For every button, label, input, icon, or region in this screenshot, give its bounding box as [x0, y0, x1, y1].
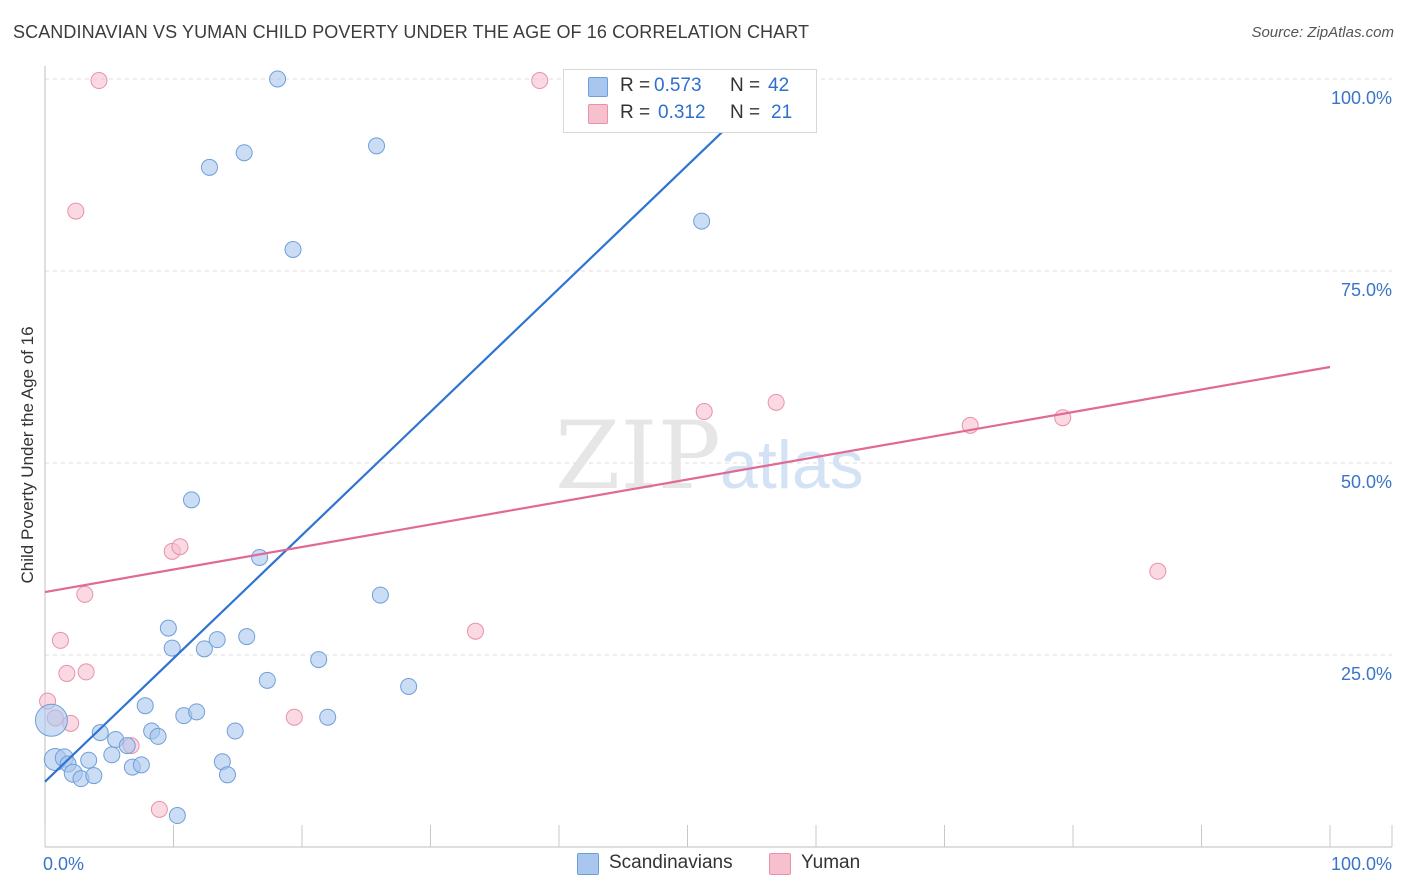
yuman-point — [150, 800, 168, 818]
scandinavian-point — [235, 144, 253, 162]
source-label: Source: ZipAtlas.com — [1251, 24, 1394, 41]
trend-lines — [44, 78, 1331, 783]
scandinavian-point — [136, 697, 154, 715]
legend-r-value: 0.312 — [658, 102, 706, 123]
x-tick-label: 100.0% — [1331, 854, 1392, 874]
y-axis-label: Child Poverty Under the Age of 16 — [18, 326, 37, 584]
scandinavian-point — [168, 807, 186, 825]
yuman-trend-line — [44, 365, 1331, 594]
yuman-point — [531, 72, 549, 90]
legend-r-label: R = — [620, 102, 651, 123]
scandinavian-point — [258, 671, 276, 689]
legend-n-label: N = — [730, 75, 761, 96]
yuman-point — [767, 393, 785, 411]
scandinavian-point — [149, 727, 167, 745]
legend-swatch-blue — [588, 77, 608, 97]
bottom-legend-swatch-pink — [769, 853, 791, 875]
y-tick-label: 75.0% — [1341, 280, 1392, 300]
yuman-point — [1149, 562, 1167, 580]
legend-n-label: N = — [730, 102, 761, 123]
yuman-point — [171, 538, 189, 556]
scandinavian-point — [159, 619, 177, 637]
yuman-point — [466, 622, 484, 640]
scandinavian-point — [200, 158, 218, 176]
bottom-legend-label: Yuman — [801, 852, 861, 873]
scandinavian-point — [195, 640, 213, 658]
scandinavian-point — [693, 212, 711, 230]
legend-r-label: R = — [620, 75, 651, 96]
scandinavian-point — [188, 703, 206, 721]
y-tick-label: 100.0% — [1331, 88, 1392, 108]
yuman-point — [90, 72, 108, 90]
scandinavian-point — [91, 724, 109, 742]
bottom-legend-swatch-blue — [577, 853, 599, 875]
yuman-point — [51, 631, 69, 649]
watermark: ZIP atlas — [555, 402, 864, 511]
yuman-point — [695, 403, 713, 421]
bottom-legend-label: Scandinavians — [609, 852, 733, 873]
stats-legend: R = 0.573 N = 42 R = 0.312 N = 21 — [563, 69, 817, 133]
scandinavian-point — [80, 751, 98, 769]
scandinavian-point — [251, 548, 269, 566]
legend-n-value: 21 — [771, 102, 793, 123]
scandinavian-point — [218, 766, 236, 784]
y-tick-label: 50.0% — [1341, 472, 1392, 492]
yuman-point — [285, 708, 303, 726]
yuman-point — [76, 585, 94, 603]
scandinavian-point — [34, 703, 68, 737]
scandinavian-point — [208, 631, 226, 649]
scandinavian-point — [226, 722, 244, 740]
scandinavian-point — [132, 756, 150, 774]
x-tick-label: 0.0% — [43, 854, 84, 874]
scandinavian-point — [182, 491, 200, 509]
scandinavian-point — [238, 628, 256, 646]
yuman-point — [67, 202, 85, 220]
grid-lines — [45, 78, 1392, 656]
legend-n-value: 42 — [768, 75, 790, 96]
scandinavian-point — [368, 137, 386, 155]
scandinavian-point — [284, 240, 302, 258]
yuman-point — [58, 664, 76, 682]
scandinavian-point — [371, 586, 389, 604]
legend-swatch-pink — [588, 104, 608, 124]
yuman-point — [77, 663, 95, 681]
y-tick-label: 25.0% — [1341, 664, 1392, 684]
scandinavian-point — [85, 767, 103, 785]
axes — [44, 66, 1393, 848]
scandinavian-point — [319, 708, 337, 726]
scandinavian-point — [103, 746, 121, 764]
legend-r-value: 0.573 — [654, 75, 702, 96]
scandinavian-point — [118, 737, 136, 755]
scandinavian-point — [400, 677, 418, 695]
watermark-atlas: atlas — [720, 427, 864, 503]
scandinavian-trend-line — [44, 78, 779, 783]
chart-title: SCANDINAVIAN VS YUMAN CHILD POVERTY UNDE… — [13, 22, 810, 42]
tick-labels: 25.0% 50.0% 75.0% 100.0% 0.0% 100.0% — [43, 88, 1392, 874]
scandinavian-point — [269, 70, 287, 88]
scandinavian-point — [163, 639, 181, 657]
scandinavian-point — [310, 651, 328, 669]
watermark-zip: ZIP — [555, 402, 721, 511]
